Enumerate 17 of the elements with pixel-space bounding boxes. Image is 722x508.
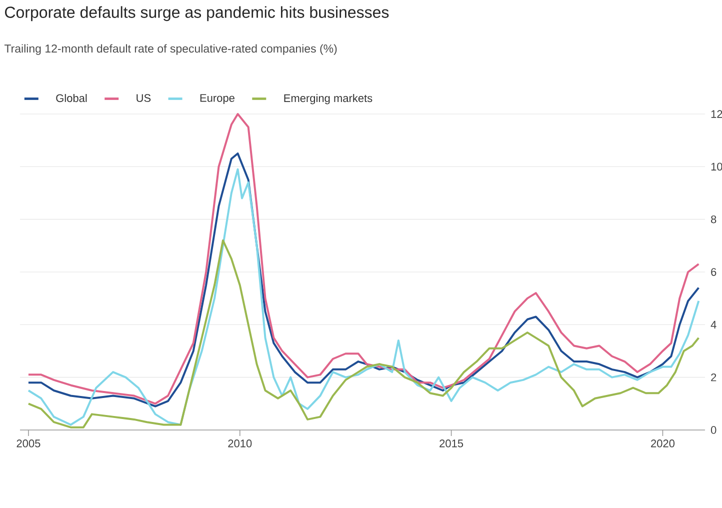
y-tick-label: 4 [710, 320, 716, 328]
legend-label: US [136, 94, 151, 102]
legend-label: Europe [200, 94, 234, 104]
x-tick-label: 2020 [651, 440, 675, 448]
y-tick-label: 10 [711, 162, 722, 171]
x-tick-label: 2010 [228, 440, 252, 448]
chart-title: Corporate defaults surge as pandemic hits businesses [5, 6, 389, 22]
y-tick-label: 0 [710, 426, 716, 434]
y-tick-label: 12 [711, 110, 722, 118]
y-tick-label: 6 [711, 268, 716, 276]
y-tick-label: 2 [711, 373, 716, 382]
x-tick-label: 2005 [16, 440, 40, 448]
legend-label: Global [56, 94, 87, 102]
y-tick-label: 8 [711, 215, 716, 224]
x-tick-label: 2015 [440, 440, 464, 448]
chart-subtitle: Trailing 12-month default rate of speculative-rated companies (%) [4, 44, 337, 55]
legend-label: Emerging markets [284, 94, 372, 104]
